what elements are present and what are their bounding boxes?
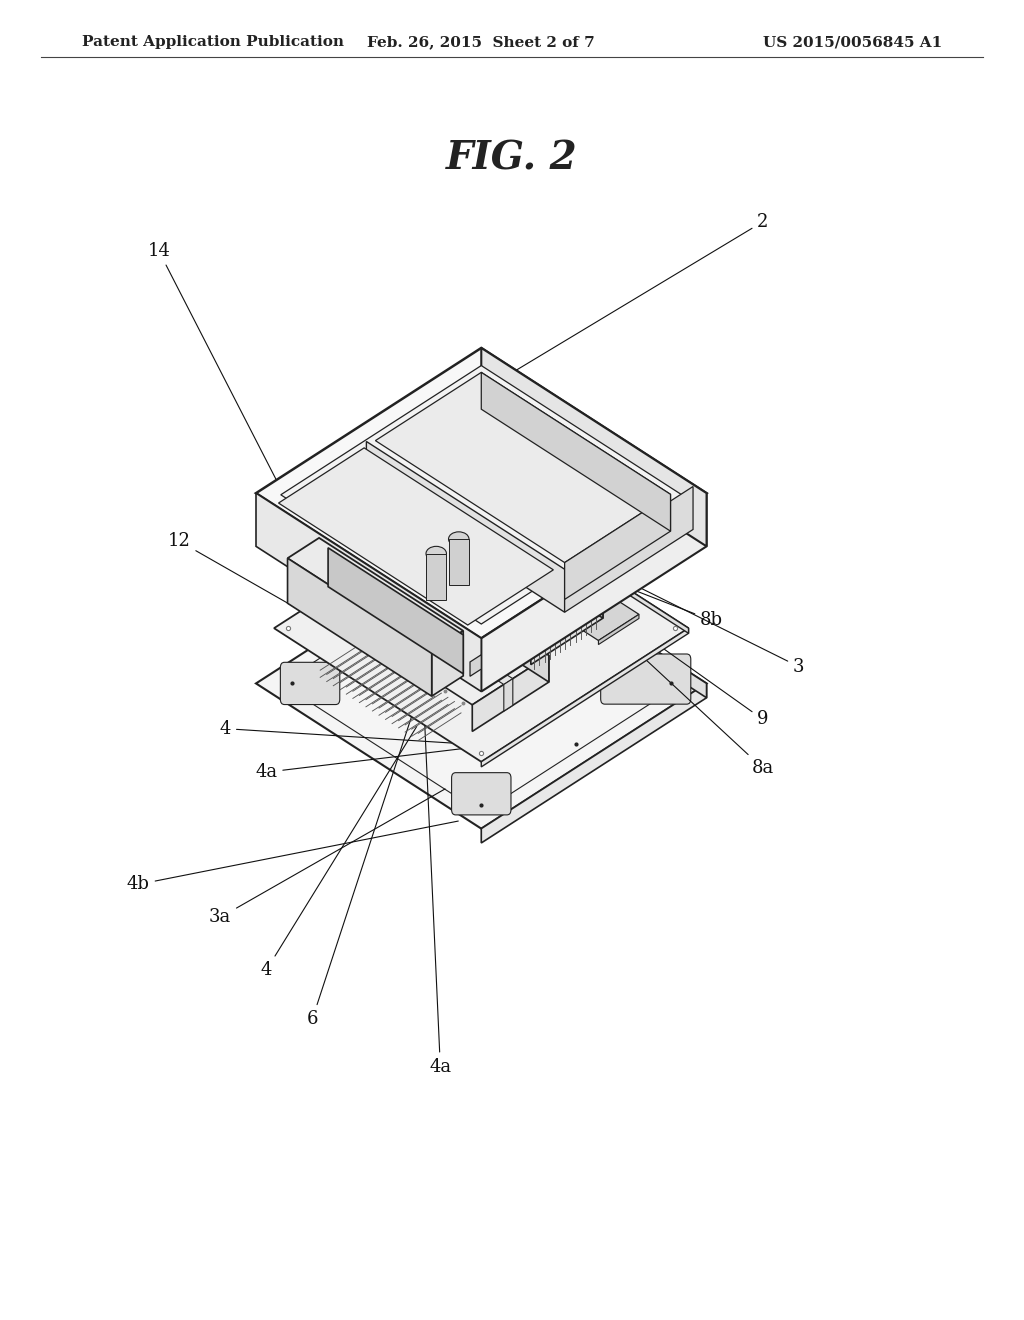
Polygon shape [481,494,707,692]
Polygon shape [553,585,639,640]
Polygon shape [382,601,513,685]
Polygon shape [564,487,693,612]
Text: US 2015/0056845 A1: US 2015/0056845 A1 [763,36,942,49]
Polygon shape [350,577,549,705]
Polygon shape [281,366,682,624]
Text: 3: 3 [588,561,805,676]
Polygon shape [376,372,671,562]
FancyBboxPatch shape [452,772,511,814]
Polygon shape [256,539,707,829]
Text: 9: 9 [575,586,769,729]
Ellipse shape [483,566,506,583]
Polygon shape [530,591,603,664]
Polygon shape [481,684,707,843]
Text: 2: 2 [490,213,769,385]
Polygon shape [427,577,549,682]
Polygon shape [274,495,688,762]
Polygon shape [481,539,707,698]
Polygon shape [470,655,481,676]
Polygon shape [288,558,432,696]
Text: 12: 12 [168,532,409,672]
Polygon shape [534,564,587,598]
Text: 3a: 3a [209,789,445,927]
Polygon shape [598,574,614,597]
Polygon shape [256,494,481,692]
Polygon shape [540,537,579,562]
Polygon shape [288,539,463,651]
Polygon shape [481,348,707,546]
Polygon shape [562,552,579,574]
Polygon shape [560,564,587,587]
Text: 4a: 4a [255,744,499,781]
Polygon shape [472,656,549,731]
Ellipse shape [451,663,489,689]
Polygon shape [481,372,671,531]
Polygon shape [481,628,688,767]
Text: 4: 4 [219,719,469,744]
Polygon shape [426,553,446,599]
Polygon shape [427,548,515,605]
Text: FIG. 2: FIG. 2 [446,140,578,177]
Ellipse shape [449,532,469,546]
Ellipse shape [426,546,446,561]
Polygon shape [481,495,688,634]
Polygon shape [504,678,513,711]
Text: 4: 4 [260,726,417,979]
Text: Patent Application Publication: Patent Application Publication [82,36,344,49]
Polygon shape [328,548,463,673]
Polygon shape [598,614,639,644]
Text: Feb. 26, 2015  Sheet 2 of 7: Feb. 26, 2015 Sheet 2 of 7 [368,36,595,49]
Text: 6: 6 [306,678,424,1028]
Text: 5: 5 [520,582,585,606]
Polygon shape [256,348,707,639]
Text: 8b: 8b [597,576,723,630]
Text: 4b: 4b [127,821,459,894]
Polygon shape [279,447,553,626]
FancyBboxPatch shape [601,653,691,704]
Polygon shape [575,560,614,585]
Polygon shape [449,539,469,585]
Text: 4a: 4a [421,632,452,1076]
Polygon shape [497,523,603,618]
Polygon shape [425,523,603,638]
Polygon shape [432,631,463,696]
FancyBboxPatch shape [281,663,340,705]
Polygon shape [560,581,587,606]
Polygon shape [367,441,564,612]
Ellipse shape [540,602,562,618]
Text: 14: 14 [147,242,336,595]
Text: 8a: 8a [609,626,774,777]
Polygon shape [564,494,671,599]
Polygon shape [540,610,562,643]
